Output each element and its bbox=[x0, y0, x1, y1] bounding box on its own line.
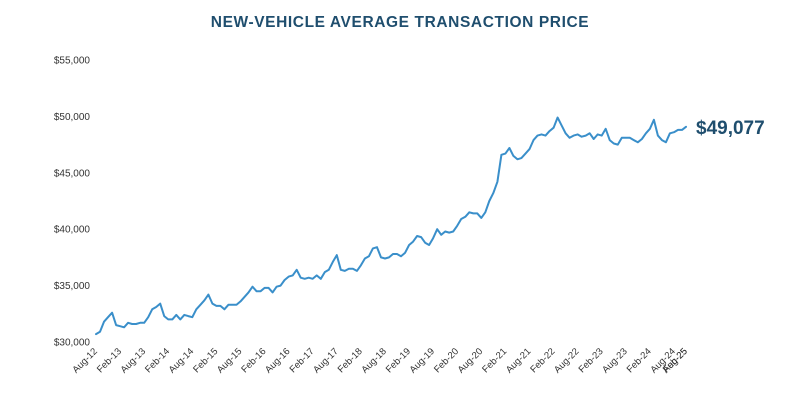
x-tick-label: Feb-24 bbox=[625, 346, 654, 375]
y-tick-label: $35,000 bbox=[54, 281, 91, 292]
y-tick-label: $40,000 bbox=[54, 225, 91, 236]
y-tick-label: $30,000 bbox=[54, 338, 91, 349]
end-value-label: $49,077 bbox=[696, 118, 765, 139]
x-tick-label: Aug-14 bbox=[167, 346, 196, 375]
x-tick-label: Aug-21 bbox=[504, 346, 533, 375]
x-tick-label: Aug-23 bbox=[600, 346, 629, 375]
chart-title: NEW-VEHICLE AVERAGE TRANSACTION PRICE bbox=[210, 14, 590, 31]
x-tick-label: Aug-20 bbox=[456, 346, 485, 375]
x-tick-label: Aug-18 bbox=[359, 346, 388, 375]
x-tick-label: Feb-13 bbox=[95, 346, 124, 375]
x-tick-label: Feb-17 bbox=[288, 346, 317, 375]
x-tick-label: Aug-16 bbox=[263, 346, 292, 375]
x-tick-label: Aug-12 bbox=[70, 346, 99, 375]
y-tick-label: $45,000 bbox=[54, 168, 91, 179]
x-tick-label: Aug-13 bbox=[119, 346, 148, 375]
x-tick-label: Feb-23 bbox=[577, 346, 606, 375]
x-tick-label: Aug-19 bbox=[408, 346, 437, 375]
x-tick-label: Feb-22 bbox=[528, 346, 557, 375]
x-tick-label: Feb-19 bbox=[384, 346, 413, 375]
x-tick-label: Feb-20 bbox=[432, 346, 461, 375]
x-tick-label: Aug-22 bbox=[552, 346, 581, 375]
x-tick-label: Aug-17 bbox=[311, 346, 340, 375]
x-tick-label: Aug-15 bbox=[215, 346, 244, 375]
x-tick-label: Feb-15 bbox=[191, 346, 220, 375]
series-line bbox=[95, 116, 687, 336]
y-tick-label: $55,000 bbox=[54, 56, 91, 67]
y-axis: $30,000 $35,000 $40,000 $45,000 $50,000 $55,0… bbox=[54, 56, 91, 349]
x-tick-label: Feb-18 bbox=[336, 346, 365, 375]
y-tick-label: $50,000 bbox=[54, 112, 91, 123]
x-tick-label: Feb-16 bbox=[239, 346, 268, 375]
x-tick-label: Feb-21 bbox=[480, 346, 509, 375]
x-tick-label: Feb-14 bbox=[143, 346, 172, 375]
x-axis: Aug-12Feb-13Aug-13Feb-14Aug-14Feb-15Aug-… bbox=[70, 346, 689, 375]
